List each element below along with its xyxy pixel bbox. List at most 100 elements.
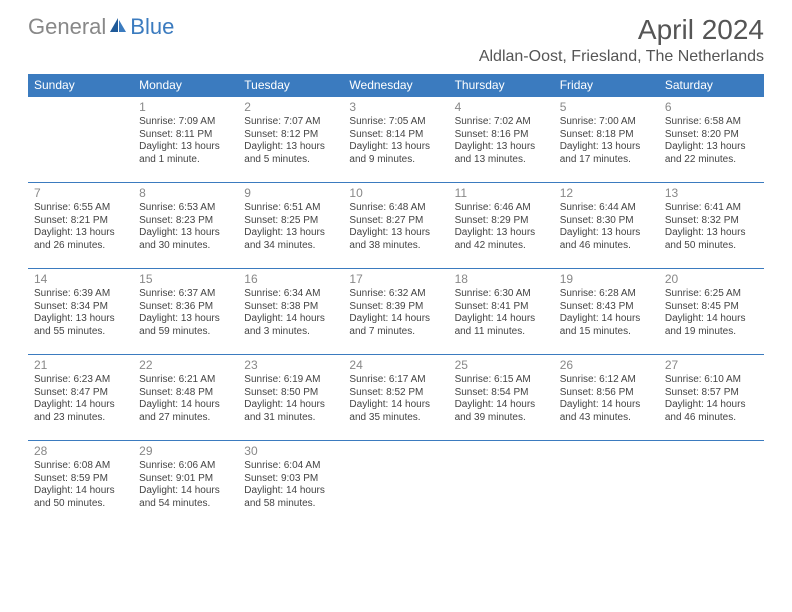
day-detail: and 54 minutes. xyxy=(139,498,232,511)
day-detail: Sunset: 8:54 PM xyxy=(455,387,548,400)
day-detail: Daylight: 14 hours xyxy=(665,313,758,326)
day-detail: and 55 minutes. xyxy=(34,326,127,339)
weekday-header: Monday xyxy=(133,74,238,97)
day-detail: Sunset: 8:48 PM xyxy=(139,387,232,400)
logo-sail-icon xyxy=(108,14,128,40)
weekday-header: Thursday xyxy=(449,74,554,97)
day-detail: Sunset: 8:38 PM xyxy=(244,301,337,314)
day-detail: and 46 minutes. xyxy=(665,412,758,425)
day-detail: Sunrise: 6:58 AM xyxy=(665,116,758,129)
calendar-day: 19Sunrise: 6:28 AMSunset: 8:43 PMDayligh… xyxy=(554,269,659,355)
day-number: 17 xyxy=(349,272,442,287)
day-detail: Daylight: 14 hours xyxy=(349,313,442,326)
day-detail: Sunrise: 6:44 AM xyxy=(560,202,653,215)
day-detail: Sunset: 8:32 PM xyxy=(665,215,758,228)
day-number: 6 xyxy=(665,100,758,115)
calendar-day: 13Sunrise: 6:41 AMSunset: 8:32 PMDayligh… xyxy=(659,183,764,269)
calendar-day: 26Sunrise: 6:12 AMSunset: 8:56 PMDayligh… xyxy=(554,355,659,441)
day-detail: and 35 minutes. xyxy=(349,412,442,425)
day-detail: Sunrise: 6:34 AM xyxy=(244,288,337,301)
calendar-day: 28Sunrise: 6:08 AMSunset: 8:59 PMDayligh… xyxy=(28,441,133,527)
day-detail: Daylight: 14 hours xyxy=(139,485,232,498)
day-detail: and 50 minutes. xyxy=(665,240,758,253)
day-detail: Daylight: 14 hours xyxy=(139,399,232,412)
calendar-head: SundayMondayTuesdayWednesdayThursdayFrid… xyxy=(28,74,764,97)
day-detail: Daylight: 14 hours xyxy=(455,313,548,326)
day-detail: Sunset: 8:16 PM xyxy=(455,129,548,142)
day-detail: Daylight: 14 hours xyxy=(560,399,653,412)
day-detail: Sunrise: 6:12 AM xyxy=(560,374,653,387)
day-number: 12 xyxy=(560,186,653,201)
calendar-day: 16Sunrise: 6:34 AMSunset: 8:38 PMDayligh… xyxy=(238,269,343,355)
day-detail: Daylight: 13 hours xyxy=(665,227,758,240)
day-detail: and 23 minutes. xyxy=(34,412,127,425)
day-detail: Sunrise: 7:09 AM xyxy=(139,116,232,129)
day-detail: Daylight: 14 hours xyxy=(244,313,337,326)
calendar-day: 3Sunrise: 7:05 AMSunset: 8:14 PMDaylight… xyxy=(343,97,448,183)
day-detail: Daylight: 13 hours xyxy=(244,141,337,154)
day-detail: Sunrise: 7:00 AM xyxy=(560,116,653,129)
day-number: 28 xyxy=(34,444,127,459)
day-number: 30 xyxy=(244,444,337,459)
day-number: 4 xyxy=(455,100,548,115)
day-detail: Sunset: 8:43 PM xyxy=(560,301,653,314)
day-detail: Daylight: 13 hours xyxy=(244,227,337,240)
weekday-header: Wednesday xyxy=(343,74,448,97)
day-detail: Sunrise: 6:04 AM xyxy=(244,460,337,473)
day-detail: Daylight: 14 hours xyxy=(560,313,653,326)
day-detail: Sunset: 9:03 PM xyxy=(244,473,337,486)
calendar-day: 6Sunrise: 6:58 AMSunset: 8:20 PMDaylight… xyxy=(659,97,764,183)
day-detail: and 59 minutes. xyxy=(139,326,232,339)
day-number: 3 xyxy=(349,100,442,115)
calendar-day: 17Sunrise: 6:32 AMSunset: 8:39 PMDayligh… xyxy=(343,269,448,355)
day-detail: Daylight: 13 hours xyxy=(139,141,232,154)
calendar-empty xyxy=(28,97,133,183)
day-detail: Sunrise: 6:25 AM xyxy=(665,288,758,301)
calendar-day: 18Sunrise: 6:30 AMSunset: 8:41 PMDayligh… xyxy=(449,269,554,355)
calendar-empty xyxy=(554,441,659,527)
day-detail: Sunrise: 7:02 AM xyxy=(455,116,548,129)
calendar-day: 7Sunrise: 6:55 AMSunset: 8:21 PMDaylight… xyxy=(28,183,133,269)
calendar-day: 22Sunrise: 6:21 AMSunset: 8:48 PMDayligh… xyxy=(133,355,238,441)
day-detail: and 31 minutes. xyxy=(244,412,337,425)
day-detail: Sunset: 8:52 PM xyxy=(349,387,442,400)
day-detail: Sunrise: 6:46 AM xyxy=(455,202,548,215)
day-detail: Sunset: 8:47 PM xyxy=(34,387,127,400)
day-detail: Sunset: 8:20 PM xyxy=(665,129,758,142)
day-detail: Sunset: 8:11 PM xyxy=(139,129,232,142)
day-number: 29 xyxy=(139,444,232,459)
day-detail: Sunset: 8:57 PM xyxy=(665,387,758,400)
day-detail: Sunrise: 6:06 AM xyxy=(139,460,232,473)
day-detail: and 27 minutes. xyxy=(139,412,232,425)
calendar-day: 14Sunrise: 6:39 AMSunset: 8:34 PMDayligh… xyxy=(28,269,133,355)
day-detail: Sunrise: 6:55 AM xyxy=(34,202,127,215)
day-detail: Sunrise: 6:30 AM xyxy=(455,288,548,301)
day-number: 21 xyxy=(34,358,127,373)
day-detail: and 42 minutes. xyxy=(455,240,548,253)
day-number: 20 xyxy=(665,272,758,287)
day-number: 25 xyxy=(455,358,548,373)
calendar-day: 29Sunrise: 6:06 AMSunset: 9:01 PMDayligh… xyxy=(133,441,238,527)
day-detail: Sunrise: 7:07 AM xyxy=(244,116,337,129)
day-number: 11 xyxy=(455,186,548,201)
logo-text-1: General xyxy=(28,14,106,40)
day-detail: Sunrise: 6:08 AM xyxy=(34,460,127,473)
day-detail: Daylight: 13 hours xyxy=(349,227,442,240)
weekday-header: Friday xyxy=(554,74,659,97)
day-detail: and 38 minutes. xyxy=(349,240,442,253)
calendar-week: 14Sunrise: 6:39 AMSunset: 8:34 PMDayligh… xyxy=(28,269,764,355)
day-detail: Sunrise: 6:51 AM xyxy=(244,202,337,215)
day-detail: and 13 minutes. xyxy=(455,154,548,167)
day-detail: and 30 minutes. xyxy=(139,240,232,253)
day-detail: Sunrise: 6:28 AM xyxy=(560,288,653,301)
day-detail: Sunset: 8:41 PM xyxy=(455,301,548,314)
day-detail: Sunrise: 6:37 AM xyxy=(139,288,232,301)
calendar-table: SundayMondayTuesdayWednesdayThursdayFrid… xyxy=(28,74,764,527)
day-detail: and 5 minutes. xyxy=(244,154,337,167)
day-number: 14 xyxy=(34,272,127,287)
calendar-day: 30Sunrise: 6:04 AMSunset: 9:03 PMDayligh… xyxy=(238,441,343,527)
day-detail: Daylight: 13 hours xyxy=(34,313,127,326)
day-detail: Daylight: 14 hours xyxy=(34,399,127,412)
day-detail: Daylight: 13 hours xyxy=(455,141,548,154)
day-detail: Sunrise: 6:23 AM xyxy=(34,374,127,387)
